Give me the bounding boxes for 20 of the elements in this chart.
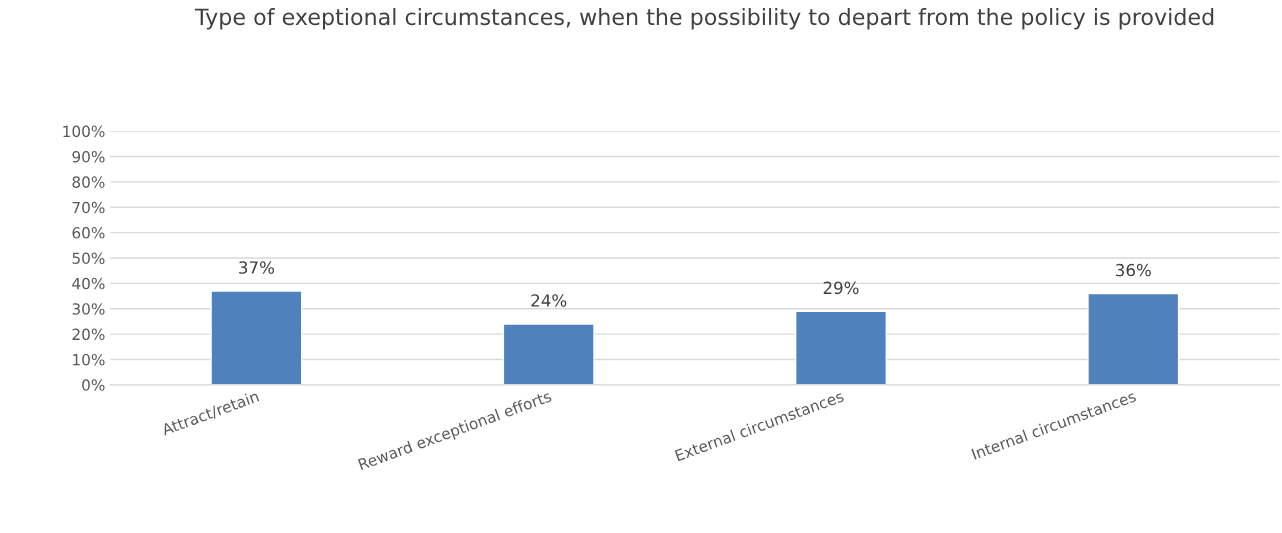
y-tick-label: 20% (72, 328, 105, 341)
bar (1087, 292, 1180, 385)
bar (794, 310, 887, 385)
chart-title: Type of exeptional circumstances, when the possibility to depart from the policy is provided (194, 8, 1214, 30)
data-label: 24% (531, 294, 567, 307)
y-tick-label: 60% (72, 227, 105, 239)
bar (502, 323, 595, 385)
y-tick-label: 80% (72, 176, 105, 188)
y-tick-label: 100% (63, 125, 105, 138)
data-label: 37% (239, 261, 274, 274)
data-label: 29% (823, 281, 859, 295)
y-tick-label: 10% (73, 353, 105, 366)
y-tick-label: 70% (72, 201, 105, 214)
bar (210, 290, 303, 385)
y-tick-label: 40% (72, 277, 105, 290)
y-tick-label: 0% (82, 379, 105, 391)
y-tick-label: 90% (72, 150, 105, 163)
data-label: 36% (1116, 263, 1151, 277)
y-tick-label: 30% (72, 303, 105, 315)
y-tick-label: 50% (72, 252, 105, 264)
